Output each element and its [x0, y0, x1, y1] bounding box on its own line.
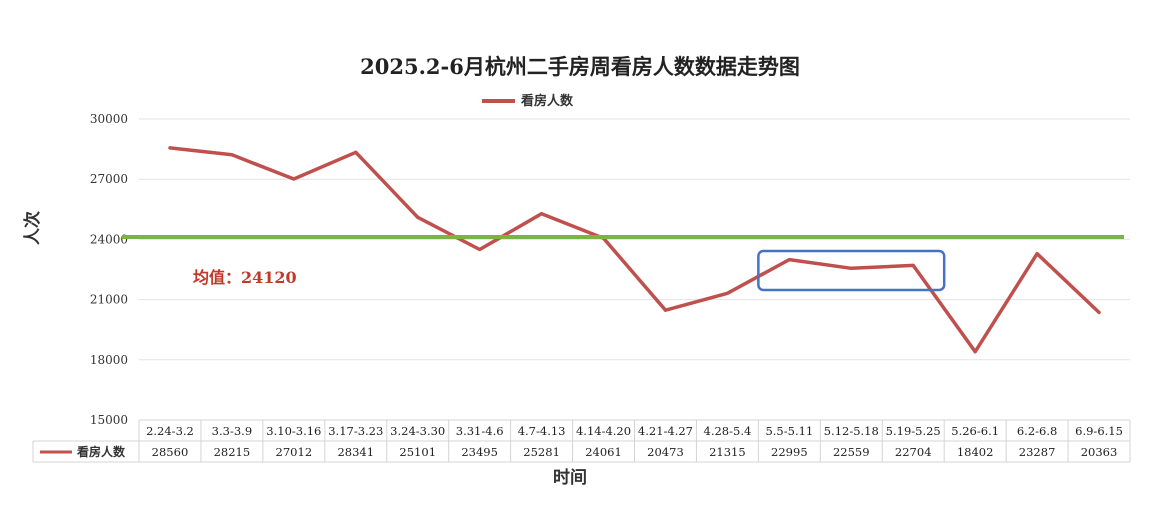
data-label: 25281: [523, 445, 560, 459]
series-layer: [168, 146, 1101, 354]
data-point: [292, 177, 296, 181]
data-point: [354, 150, 358, 154]
x-tick-label: 4.14-4.20: [576, 424, 631, 438]
data-point: [540, 212, 544, 216]
data-label: 23287: [1019, 445, 1056, 459]
data-point: [663, 308, 667, 312]
data-point: [849, 266, 853, 270]
x-tick-label: 3.3-3.9: [212, 424, 252, 438]
data-label: 23495: [461, 445, 498, 459]
highlight-layer: [757, 249, 946, 292]
data-label: 21315: [709, 445, 746, 459]
x-axis-label: 时间: [553, 467, 587, 488]
data-point: [1097, 310, 1101, 314]
data-table: 2.24-3.2 3.3-3.9 3.10-3.16 3.17-3.23 3.24-3.…: [32, 419, 1131, 463]
x-tick-label: 3.10-3.16: [266, 424, 321, 438]
y-tick-label: 15000: [90, 413, 128, 427]
data-point: [230, 153, 234, 157]
data-label: 28215: [214, 445, 251, 459]
data-point: [911, 263, 915, 267]
data-label: 24061: [585, 445, 622, 459]
y-tick-label: 27000: [90, 172, 128, 186]
gridlines: [139, 118, 1130, 361]
data-label: 20473: [647, 445, 684, 459]
data-point: [973, 350, 977, 354]
data-label: 22704: [895, 445, 932, 459]
chart-title: 2025.2-6月杭州二手房周看房人数数据走势图: [360, 54, 800, 79]
data-label: 22995: [771, 445, 808, 459]
x-tick-label: 4.7-4.13: [518, 424, 566, 438]
y-tick-label: 18000: [90, 353, 128, 367]
data-point: [1035, 252, 1039, 256]
x-tick-label: 3.31-4.6: [456, 424, 504, 438]
average-label: 均值：24120: [193, 268, 297, 287]
series-line: [168, 146, 1101, 354]
x-tick-label: 6.9-6.15: [1075, 424, 1123, 438]
data-label: 20363: [1081, 445, 1118, 459]
data-point: [478, 248, 482, 252]
table-row-label: 看房人数: [77, 444, 126, 459]
x-tick-label: 5.5-5.11: [765, 424, 813, 438]
data-point: [725, 291, 729, 295]
data-label: 22559: [833, 445, 870, 459]
x-tick-label: 6.2-6.8: [1017, 424, 1057, 438]
data-label: 18402: [957, 445, 994, 459]
y-ticks: 15000 18000 21000 24000 27000 30000: [90, 112, 128, 427]
y-tick-label: 21000: [90, 293, 128, 307]
highlight-box: [757, 249, 946, 292]
data-label: 28341: [337, 445, 374, 459]
x-tick-label: 4.21-4.27: [638, 424, 693, 438]
y-tick-label: 30000: [90, 112, 128, 126]
average-layer: 均值：24120: [122, 234, 1124, 287]
legend-label: 看房人数: [521, 93, 574, 109]
legend: 看房人数: [482, 93, 574, 109]
x-tick-label: 2.24-3.2: [146, 424, 194, 438]
data-point: [168, 146, 172, 150]
y-tick-label: 24000: [90, 232, 128, 246]
x-tick-label: 4.28-5.4: [704, 424, 752, 438]
y-axis-label: 人次: [22, 211, 43, 245]
x-tick-label: 5.26-6.1: [951, 424, 999, 438]
data-point: [416, 215, 420, 219]
data-label: 25101: [399, 445, 436, 459]
data-label: 28560: [152, 445, 189, 459]
data-point: [787, 258, 791, 262]
data-label: 27012: [276, 445, 313, 459]
x-tick-label: 5.12-5.18: [824, 424, 879, 438]
x-tick-label: 3.24-3.30: [390, 424, 445, 438]
x-tick-label: 5.19-5.25: [886, 424, 941, 438]
x-tick-label: 3.17-3.23: [328, 424, 383, 438]
